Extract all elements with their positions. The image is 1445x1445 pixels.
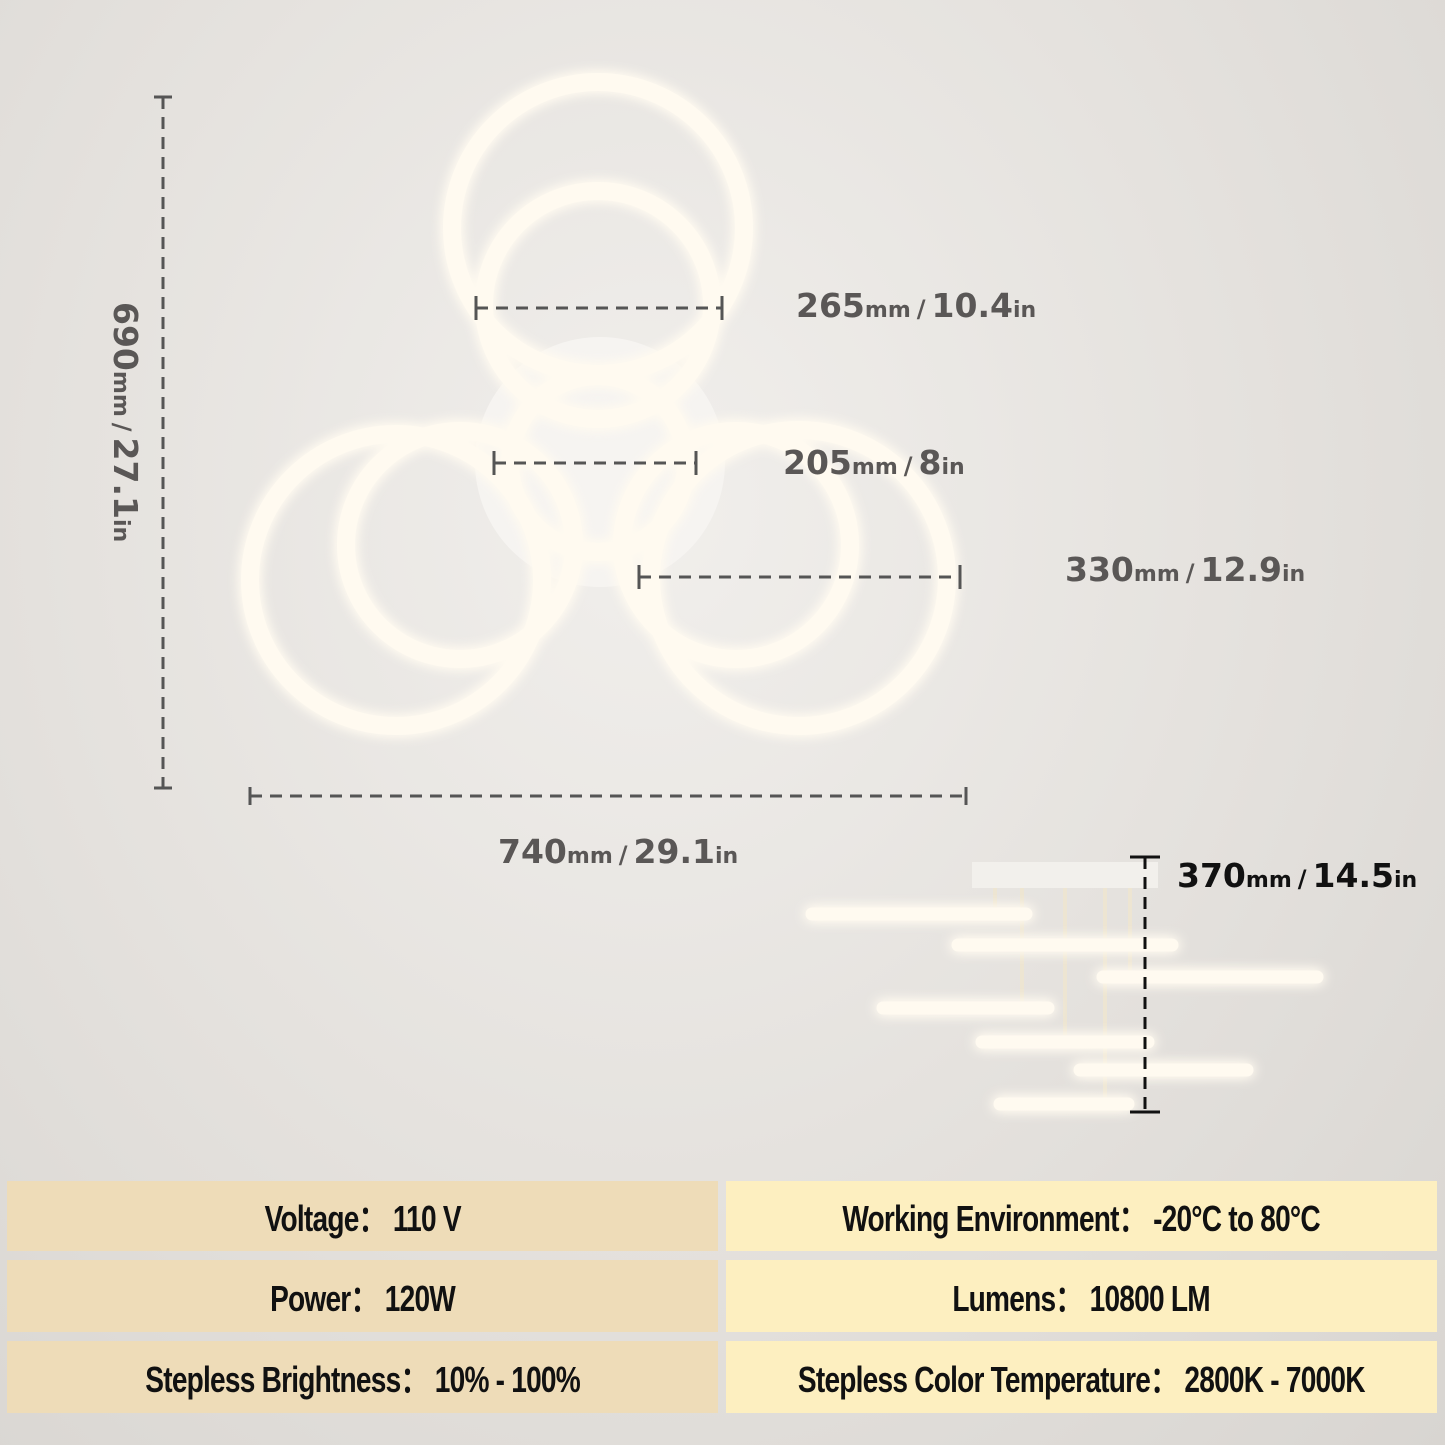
spec-brightness: Stepless Brightness： 10% - 100% bbox=[7, 1341, 718, 1413]
dimension-lines bbox=[154, 95, 968, 805]
spec-voltage: Voltage： 110 V bbox=[7, 1181, 718, 1251]
spec-label: Voltage： 110 V bbox=[264, 1198, 461, 1239]
dim-unit: in bbox=[1012, 298, 1037, 323]
spec-lumens: Lumens： 10800 LM bbox=[726, 1260, 1437, 1332]
side-view-base bbox=[972, 862, 1158, 888]
dim-value: 8 bbox=[918, 443, 942, 482]
dim-value: 205 bbox=[783, 443, 852, 482]
dim-sep: / bbox=[108, 422, 136, 432]
dim-value: 330 bbox=[1065, 550, 1134, 589]
side-view-lamp bbox=[805, 855, 1324, 1114]
center-ring-dimension: 205mm/8in bbox=[783, 443, 965, 482]
spec-label: Power： 120W bbox=[270, 1278, 456, 1319]
dim-value: 27.1 bbox=[106, 437, 145, 519]
dim-unit: in bbox=[1393, 868, 1418, 893]
dim-unit: in bbox=[1281, 562, 1306, 587]
dim-value: 370 bbox=[1177, 856, 1246, 895]
dim-value: 12.9 bbox=[1200, 550, 1282, 589]
dim-sep: / bbox=[903, 452, 913, 480]
dim-unit: mm bbox=[864, 298, 911, 323]
dim-unit: mm bbox=[108, 370, 133, 417]
dim-sep: / bbox=[618, 841, 628, 869]
dim-sep: / bbox=[1185, 559, 1195, 587]
spec-label: Lumens： 10800 LM bbox=[952, 1278, 1211, 1319]
ring-left-outer bbox=[241, 425, 551, 735]
spec-label: Stepless Color Temperature： 2800K - 7000… bbox=[798, 1359, 1366, 1400]
depth-dimension: 370mm/14.5in bbox=[1177, 856, 1417, 895]
dim-unit: in bbox=[108, 518, 133, 543]
spec-power: Power： 120W bbox=[7, 1260, 718, 1332]
dim-value: 690 bbox=[106, 302, 145, 371]
height-dimension: 690mm / 27.1in bbox=[106, 302, 145, 542]
dim-sep: / bbox=[1297, 865, 1307, 893]
dim-value: 265 bbox=[796, 286, 865, 325]
dim-unit: mm bbox=[566, 844, 613, 869]
dim-value: 14.5 bbox=[1312, 856, 1394, 895]
dim-unit: in bbox=[714, 844, 739, 869]
ring-right-inner bbox=[613, 422, 859, 668]
ring-left-inner bbox=[337, 422, 583, 668]
dim-unit: mm bbox=[851, 455, 898, 480]
spec-color-temperature: Stepless Color Temperature： 2800K - 7000… bbox=[726, 1341, 1437, 1413]
spec-label: Stepless Brightness： 10% - 100% bbox=[145, 1359, 580, 1400]
dim-value: 10.4 bbox=[931, 286, 1013, 325]
side-ring-dimension: 330mm/12.9in bbox=[1065, 550, 1305, 589]
width-dimension: 740mm/29.1in bbox=[498, 832, 738, 871]
dim-unit: in bbox=[941, 455, 965, 480]
dim-unit: mm bbox=[1245, 868, 1292, 893]
dim-value: 740 bbox=[498, 832, 567, 871]
top-ring-dimension: 265mm/10.4in bbox=[796, 286, 1036, 325]
dim-sep: / bbox=[916, 295, 926, 323]
spec-label: Working Environment： -20°C to 80°C bbox=[842, 1198, 1321, 1239]
spec-working-environment: Working Environment： -20°C to 80°C bbox=[726, 1181, 1437, 1251]
ring-top-inner bbox=[475, 182, 721, 428]
dim-unit: mm bbox=[1133, 562, 1180, 587]
dim-value: 29.1 bbox=[633, 832, 715, 871]
